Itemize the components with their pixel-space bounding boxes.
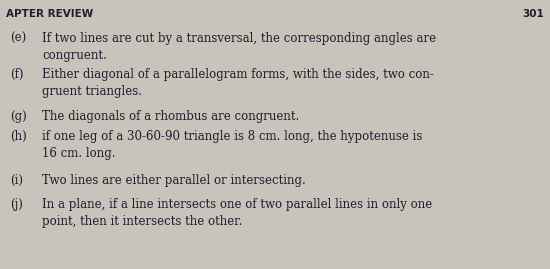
Text: Two lines are either parallel or intersecting.: Two lines are either parallel or interse…	[42, 174, 306, 187]
Text: In a plane, if a line intersects one of two parallel lines in only one
point, th: In a plane, if a line intersects one of …	[42, 198, 432, 228]
Text: (h): (h)	[10, 130, 27, 143]
Text: if one leg of a 30-60-90 triangle is 8 cm. long, the hypotenuse is
16 cm. long.: if one leg of a 30-60-90 triangle is 8 c…	[42, 130, 422, 161]
Text: 301: 301	[522, 9, 544, 19]
Text: The diagonals of a rhombus are congruent.: The diagonals of a rhombus are congruent…	[42, 110, 299, 123]
Text: (e): (e)	[10, 32, 26, 45]
Text: Either diagonal of a parallelogram forms, with the sides, two con-
gruent triang: Either diagonal of a parallelogram forms…	[42, 68, 434, 98]
Text: If two lines are cut by a transversal, the corresponding angles are
congruent.: If two lines are cut by a transversal, t…	[42, 32, 436, 62]
Text: (f): (f)	[10, 68, 24, 81]
Text: APTER REVIEW: APTER REVIEW	[6, 9, 94, 19]
Text: (g): (g)	[10, 110, 27, 123]
Text: (i): (i)	[10, 174, 23, 187]
Text: (j): (j)	[10, 198, 23, 211]
Bar	[0, 0, 550, 22]
